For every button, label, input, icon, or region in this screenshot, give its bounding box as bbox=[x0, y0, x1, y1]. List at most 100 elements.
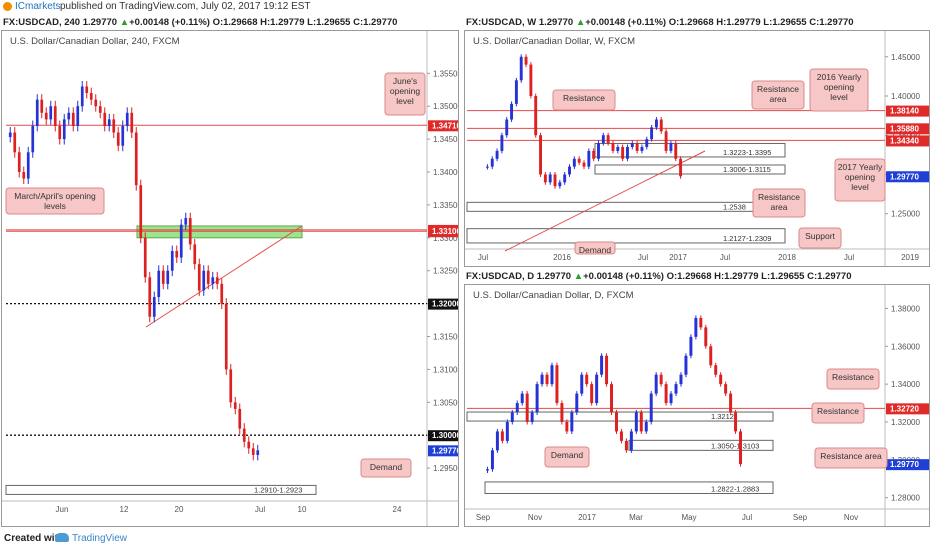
candle-body bbox=[629, 431, 633, 451]
candle-body bbox=[71, 112, 75, 126]
candle-body bbox=[175, 250, 179, 258]
candle-body bbox=[193, 244, 197, 265]
candle-body bbox=[654, 119, 658, 128]
chart-canvas-d[interactable]: U.S. Dollar/Canadian Dollar, D, FXCM 1.38… bbox=[465, 285, 930, 527]
zone-label: 1.3212 bbox=[711, 412, 734, 421]
candle-body bbox=[649, 393, 653, 422]
annotation-text: Resistance area bbox=[820, 451, 882, 461]
annotation-text: area bbox=[769, 94, 786, 104]
candle-body bbox=[548, 174, 552, 183]
price-tick-label: 1.29500 bbox=[433, 464, 459, 473]
annotation-callout bbox=[814, 447, 888, 469]
pane-w-header: FX:USDCAD, W 1.29770 ▲+0.00148 (+0.11%) … bbox=[466, 17, 854, 28]
annotation-callout bbox=[574, 241, 616, 255]
zone-box bbox=[484, 481, 774, 494]
price-tick-label: 1.31000 bbox=[433, 365, 459, 374]
zone-box bbox=[594, 164, 786, 175]
candle-body bbox=[630, 143, 634, 147]
time-tick-label: Mar bbox=[629, 513, 643, 522]
candle-body bbox=[485, 469, 489, 471]
candle-body bbox=[490, 450, 494, 470]
candle-body bbox=[229, 369, 233, 403]
current-price-label: 1.29770 bbox=[432, 446, 459, 455]
candle-body bbox=[495, 431, 499, 451]
candle-body bbox=[587, 150, 591, 167]
candle-body bbox=[202, 270, 206, 291]
candle-body bbox=[689, 336, 693, 356]
trend-line bbox=[504, 150, 706, 252]
candle-body bbox=[539, 135, 542, 175]
candle-body bbox=[500, 431, 504, 441]
annotation-callout bbox=[751, 80, 805, 110]
time-tick-label: 2016 bbox=[553, 253, 571, 262]
price-tag-label: 1.32720 bbox=[890, 404, 919, 413]
candle-body bbox=[58, 125, 62, 140]
annotation-text: Resistance bbox=[563, 93, 605, 103]
candle-body bbox=[709, 346, 713, 366]
candle-body bbox=[515, 403, 519, 413]
annotation-text: Demand bbox=[551, 450, 583, 460]
candle-body bbox=[611, 143, 615, 151]
annotation-text: area bbox=[770, 202, 787, 212]
candle-body bbox=[62, 119, 66, 140]
annotation-callout bbox=[384, 72, 426, 116]
tradingview-link[interactable]: TradingView bbox=[72, 533, 128, 544]
candle-body bbox=[500, 135, 504, 151]
pane-h4-symbol: FX:USDCAD, 240 bbox=[3, 17, 81, 28]
chart-canvas-h4[interactable]: U.S. Dollar/Canadian Dollar, 240, FXCM 1.… bbox=[2, 31, 459, 527]
price-tick-label: 1.32500 bbox=[433, 267, 459, 276]
candle-body bbox=[624, 440, 628, 451]
candle-body bbox=[616, 147, 620, 151]
pane-w-close: C:1.29770 bbox=[809, 17, 854, 28]
zone-box bbox=[466, 228, 786, 244]
zone-box bbox=[594, 142, 786, 158]
time-tick-label: Jul bbox=[720, 253, 730, 262]
pane-d-open: O:1.29668 bbox=[666, 271, 712, 282]
price-tag bbox=[886, 123, 929, 135]
candle-body bbox=[635, 143, 639, 151]
pane-w-symbol: FX:USDCAD, W bbox=[466, 17, 537, 28]
candle-body bbox=[729, 393, 733, 413]
annotation-callout bbox=[544, 446, 590, 468]
annotation-callout bbox=[834, 158, 886, 202]
candle-body bbox=[89, 93, 93, 100]
candle-body bbox=[490, 158, 494, 167]
annotation-text: opening bbox=[845, 172, 876, 182]
pane-w-low: L:1.29655 bbox=[763, 17, 807, 28]
candle-body bbox=[654, 374, 658, 394]
candle-body bbox=[247, 441, 251, 449]
chart-title: U.S. Dollar/Canadian Dollar, D, FXCM bbox=[473, 290, 634, 301]
zone-label: 1.2822-1.2883 bbox=[711, 484, 759, 493]
candle-body bbox=[98, 106, 102, 113]
chart-canvas-w[interactable]: U.S. Dollar/Canadian Dollar, W, FXCM 1.45… bbox=[465, 31, 930, 267]
annotation-text: March/April's opening bbox=[14, 191, 96, 201]
time-tick-label: Jul bbox=[478, 253, 488, 262]
chart-pane-d[interactable]: U.S. Dollar/Canadian Dollar, D, FXCM 1.38… bbox=[464, 284, 930, 527]
candle-body bbox=[550, 365, 554, 385]
annotation-text: Demand bbox=[370, 462, 402, 472]
candle-body bbox=[197, 264, 201, 291]
candle-body bbox=[684, 355, 688, 375]
candle-body bbox=[600, 355, 604, 375]
price-tick-label: 1.34000 bbox=[891, 380, 920, 389]
price-tick-label: 1.31500 bbox=[433, 333, 459, 342]
candle-body bbox=[560, 403, 564, 422]
candle-body bbox=[44, 112, 48, 120]
candle-body bbox=[664, 384, 668, 404]
candle-body bbox=[519, 56, 523, 81]
candle-body bbox=[35, 99, 39, 126]
candle-body bbox=[592, 150, 596, 159]
publisher-username[interactable]: ICmarkets bbox=[15, 1, 61, 12]
candle-body bbox=[540, 374, 544, 385]
time-tick-label: Nov bbox=[844, 513, 858, 522]
price-tag-label: 1.34340 bbox=[890, 136, 919, 145]
current-price-label: 1.29770 bbox=[890, 460, 919, 469]
candle-body bbox=[585, 374, 589, 385]
candle-body bbox=[605, 355, 609, 385]
chart-pane-w[interactable]: U.S. Dollar/Canadian Dollar, W, FXCM 1.45… bbox=[464, 30, 930, 267]
chart-pane-h4[interactable]: U.S. Dollar/Canadian Dollar, 240, FXCM 1.… bbox=[1, 30, 459, 527]
candle-body bbox=[179, 224, 183, 258]
candle-body bbox=[724, 384, 728, 394]
price-tag bbox=[886, 135, 929, 147]
annotation-callout bbox=[826, 368, 880, 390]
